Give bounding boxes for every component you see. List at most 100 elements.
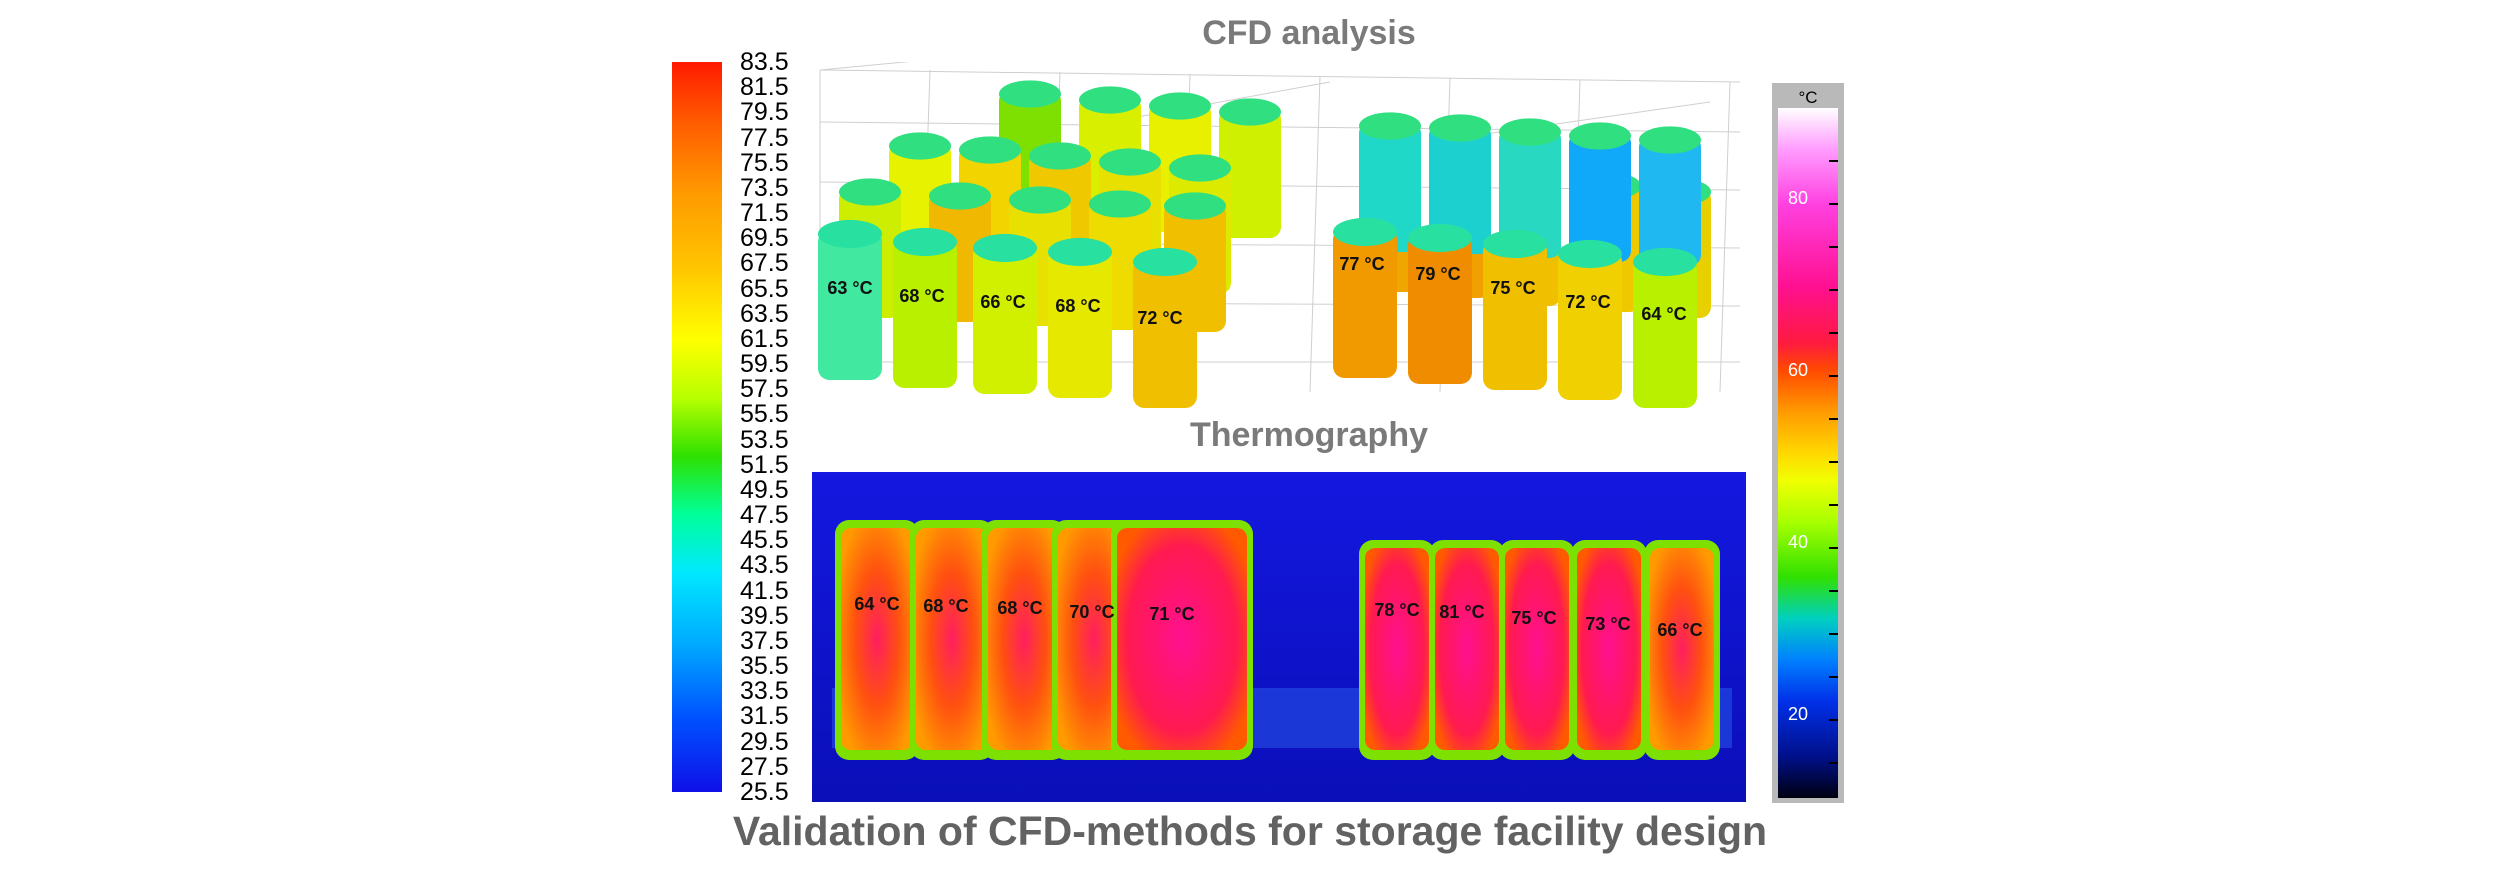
cylinder-body (1633, 258, 1697, 408)
cfd-scale-tick-label: 57.5 (740, 375, 789, 404)
cfd-scale-tick-label: 53.5 (740, 425, 789, 454)
cylinder-top (1048, 237, 1112, 267)
cylinder-body (1333, 228, 1397, 378)
cylinder-top (818, 219, 882, 249)
thermo-scale-tick: 40 (1788, 532, 1809, 552)
thermo-temperature-label: 68 °C (997, 598, 1042, 618)
cfd-temperature-label: 68 °C (1055, 296, 1100, 316)
cfd-scale-tick-label: 81.5 (740, 73, 789, 102)
thermo-scale-minor-tick (1829, 203, 1838, 205)
cfd-scale-tick-label: 25.5 (740, 778, 789, 806)
thermo-scale-minor-tick (1829, 590, 1838, 592)
cylinder-top (1099, 148, 1161, 176)
thermo-scale-minor-tick (1829, 547, 1838, 549)
cylinder-top (1558, 239, 1622, 269)
thermo-cylinder-body (1365, 548, 1429, 750)
thermo-scale-tick: 60 (1788, 360, 1809, 380)
cylinder-body (1639, 136, 1701, 266)
thermo-scale-tick: 20 (1788, 704, 1809, 724)
cylinder-top (1408, 223, 1472, 253)
main-title: Validation of CFD-methods for storage fa… (732, 808, 1768, 854)
thermo-scale-unit: °C (1798, 88, 1818, 107)
cfd-scale-tick-label: 71.5 (740, 199, 789, 228)
cfd-scale-tick-label: 63.5 (740, 299, 789, 328)
cfd-scale-tick-label: 61.5 (740, 324, 789, 353)
cfd-scale-tick-label: 29.5 (740, 727, 789, 756)
cfd-temperature-label: 79 °C (1415, 264, 1460, 284)
cfd-scale-tick-label: 43.5 (740, 551, 789, 580)
cylinder-body (973, 244, 1037, 394)
cfd-temperature-label: 77 °C (1339, 254, 1384, 274)
cfd-scale-tick-label: 35.5 (740, 652, 789, 681)
cfd-scale-tick-label: 39.5 (740, 601, 789, 630)
cylinder-top (893, 227, 957, 257)
cylinder-top (889, 132, 951, 160)
cylinder-body (1558, 250, 1622, 400)
thermo-temperature-label: 66 °C (1657, 620, 1702, 640)
cfd-scale-tick-label: 59.5 (740, 350, 789, 379)
cfd-scale-tick-label: 47.5 (740, 501, 789, 530)
cylinder-top (1079, 86, 1141, 114)
thermo-scale-minor-tick (1829, 160, 1838, 162)
cfd-scale-tick-label: 75.5 (740, 148, 789, 177)
cylinder-top (1483, 229, 1547, 259)
thermo-scale-minor-tick (1829, 676, 1838, 678)
thermo-cylinder-body (1577, 548, 1641, 750)
cylinder-top (1499, 118, 1561, 146)
cfd-scale-tick-label: 67.5 (740, 249, 789, 278)
thermo-cylinder-body (1117, 528, 1247, 750)
cylinder-top (1429, 114, 1491, 142)
cylinder-top (973, 233, 1037, 263)
cfd-temperature-label: 72 °C (1137, 308, 1182, 328)
thermo-scale-minor-tick (1829, 375, 1838, 377)
cfd-scale-tick-label: 37.5 (740, 626, 789, 655)
thermo-scale-minor-tick (1829, 246, 1838, 248)
cylinder-top (1149, 92, 1211, 120)
cylinder-body (1569, 132, 1631, 262)
cfd-color-scale-bar (672, 62, 722, 792)
cfd-scale-tick-label: 45.5 (740, 526, 789, 555)
cylinder-top (1089, 190, 1151, 218)
thermo-scale-minor-tick (1829, 461, 1838, 463)
cylinder-body (1408, 234, 1472, 384)
cfd-scale-tick-label: 41.5 (740, 576, 789, 605)
thermo-color-scale-bar (1778, 108, 1838, 798)
cylinder-top (1029, 142, 1091, 170)
thermo-cylinder-body (916, 528, 988, 750)
cylinder-top (1633, 247, 1697, 277)
thermo-cylinder-body (841, 528, 913, 750)
cfd-scale-tick-label: 33.5 (740, 677, 789, 706)
cylinder-top (959, 136, 1021, 164)
cylinder-body (1483, 240, 1547, 390)
cfd-temperature-label: 66 °C (980, 292, 1025, 312)
cfd-scale-tick-label: 83.5 (740, 48, 789, 76)
thermography-image: 64 °C 68 °C 68 °C 70 °C 71 °C 78 °C 81 °C 75 °C… (812, 472, 1746, 802)
cfd-scale-tick-label: 49.5 (740, 475, 789, 504)
thermo-cylinder-body (1650, 548, 1714, 750)
cfd-scale-tick-label: 65.5 (740, 274, 789, 303)
cylinder-top (999, 80, 1061, 108)
cylinder-top (839, 178, 901, 206)
thermo-cylinder-body (1505, 548, 1569, 750)
cylinder-body (1219, 108, 1281, 238)
thermo-scale-minor-tick (1829, 418, 1838, 420)
thermo-temperature-label: 70 °C (1069, 602, 1114, 622)
cylinder-top (1359, 112, 1421, 140)
cfd-analysis-title: CFD analysis (1202, 14, 1416, 52)
cylinder-body (818, 230, 882, 380)
cylinder-body (893, 238, 957, 388)
cylinder-top (1133, 247, 1197, 277)
thermo-temperature-label: 73 °C (1585, 614, 1630, 634)
cfd-scale-tick-label: 79.5 (740, 98, 789, 127)
thermo-scale-minor-tick (1829, 504, 1838, 506)
thermo-scale-tick: 80 (1788, 188, 1809, 208)
cylinder-top (1169, 154, 1231, 182)
cfd-temperature-label: 63 °C (827, 278, 872, 298)
cylinder-top (1164, 192, 1226, 220)
cfd-scale-tick-label: 31.5 (740, 702, 789, 731)
cfd-simulation-view: 63 °C 68 °C 66 °C 68 °C 72 °C 77 °C 79 °C 75 °C… (818, 62, 1741, 408)
cfd-scale-tick-label: 69.5 (740, 224, 789, 253)
cfd-scale-tick-label: 73.5 (740, 173, 789, 202)
thermo-temperature-label: 81 °C (1439, 602, 1484, 622)
thermo-temperature-label: 68 °C (923, 596, 968, 616)
